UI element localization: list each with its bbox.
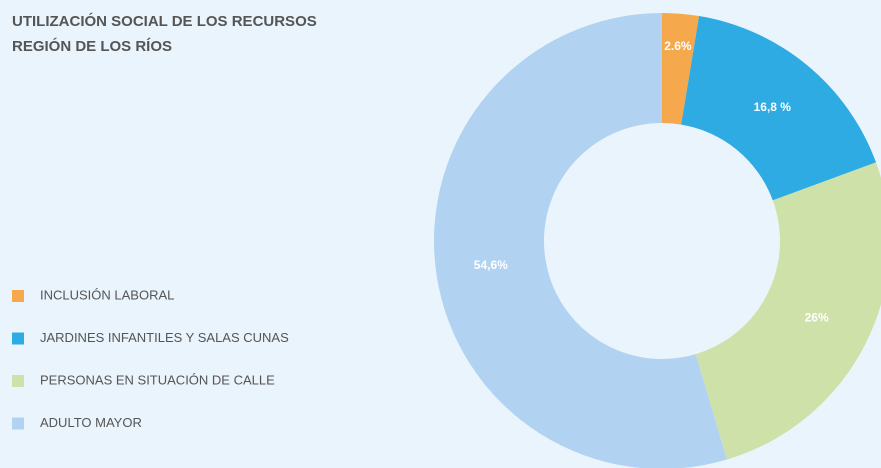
- value-label: 2.6%: [664, 39, 692, 53]
- legend-swatch: [12, 375, 24, 387]
- legend-swatch: [12, 417, 24, 430]
- legend-label: JARDINES INFANTILES Y SALAS CUNAS: [40, 330, 289, 345]
- legend-label: INCLUSIÓN LABORAL: [40, 287, 174, 302]
- donut-slice: [695, 162, 881, 460]
- chart-subtitle: REGIÓN DE LOS RÍOS: [12, 37, 172, 55]
- legend-swatch: [12, 332, 24, 345]
- donut-slice: [434, 13, 727, 468]
- value-label: 16,8 %: [754, 100, 792, 114]
- legend-label: PERSONAS EN SITUACIÓN DE CALLE: [40, 372, 275, 387]
- legend-swatch: [12, 290, 24, 302]
- value-label: 54,6%: [474, 258, 508, 272]
- chart-title: UTILIZACIÓN SOCIAL DE LOS RECURSOS: [12, 12, 317, 30]
- donut-slice: [662, 13, 700, 125]
- legend-label: ADULTO MAYOR: [40, 415, 142, 430]
- donut-slice: [681, 16, 877, 201]
- value-label: 26%: [805, 311, 829, 325]
